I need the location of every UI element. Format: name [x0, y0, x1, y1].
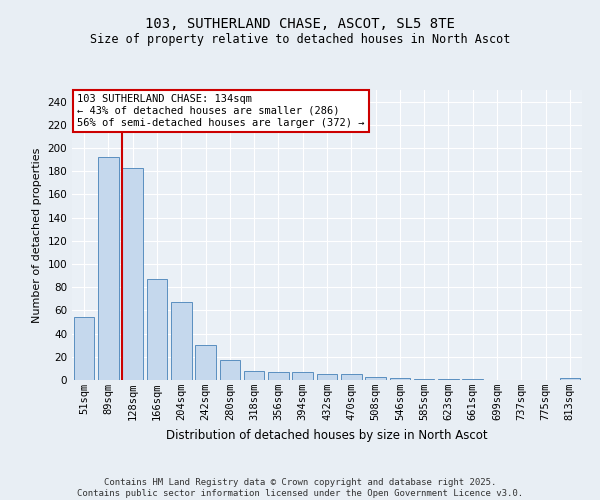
- Text: Contains HM Land Registry data © Crown copyright and database right 2025.
Contai: Contains HM Land Registry data © Crown c…: [77, 478, 523, 498]
- Bar: [463, 379, 483, 380]
- Bar: [171, 302, 191, 380]
- Text: 103 SUTHERLAND CHASE: 134sqm
← 43% of detached houses are smaller (286)
56% of s: 103 SUTHERLAND CHASE: 134sqm ← 43% of de…: [77, 94, 365, 128]
- Bar: [146, 279, 167, 380]
- Y-axis label: Number of detached properties: Number of detached properties: [32, 148, 42, 322]
- Bar: [268, 372, 289, 380]
- Bar: [414, 379, 434, 380]
- Bar: [292, 372, 313, 380]
- Text: Size of property relative to detached houses in North Ascot: Size of property relative to detached ho…: [90, 32, 510, 46]
- X-axis label: Distribution of detached houses by size in North Ascot: Distribution of detached houses by size …: [166, 428, 488, 442]
- Bar: [560, 378, 580, 380]
- Bar: [365, 376, 386, 380]
- Bar: [74, 318, 94, 380]
- Bar: [244, 370, 265, 380]
- Bar: [341, 374, 362, 380]
- Bar: [98, 158, 119, 380]
- Bar: [438, 379, 459, 380]
- Bar: [220, 360, 240, 380]
- Bar: [195, 345, 216, 380]
- Bar: [317, 374, 337, 380]
- Bar: [122, 168, 143, 380]
- Text: 103, SUTHERLAND CHASE, ASCOT, SL5 8TE: 103, SUTHERLAND CHASE, ASCOT, SL5 8TE: [145, 18, 455, 32]
- Bar: [389, 378, 410, 380]
